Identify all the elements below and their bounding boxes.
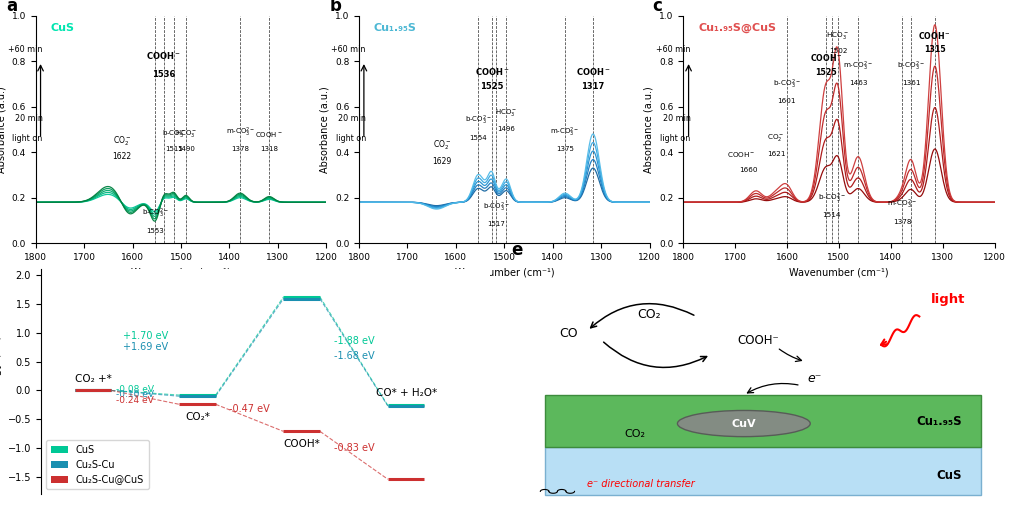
Text: CO₂: CO₂ (624, 429, 645, 439)
Text: CO$_2^-$: CO$_2^-$ (432, 139, 450, 152)
Text: HCO$_3^-$: HCO$_3^-$ (825, 30, 849, 41)
Text: 1629: 1629 (432, 157, 451, 166)
Text: CuV: CuV (731, 418, 755, 428)
Text: CO: CO (558, 327, 577, 339)
FancyBboxPatch shape (544, 395, 980, 447)
Text: -1.88 eV: -1.88 eV (333, 336, 374, 346)
Text: COOH⁻: COOH⁻ (737, 334, 779, 347)
Text: 20 min: 20 min (337, 113, 366, 122)
Text: -0.08 eV: -0.08 eV (116, 384, 154, 394)
X-axis label: Wavenumber (cm⁻¹): Wavenumber (cm⁻¹) (131, 267, 230, 278)
X-axis label: Wavenumber (cm⁻¹): Wavenumber (cm⁻¹) (789, 267, 888, 278)
Text: +60 min: +60 min (655, 46, 690, 54)
Text: m-CO$_3^{2-}$: m-CO$_3^{2-}$ (550, 125, 579, 139)
Text: Cu₁.₉₅S: Cu₁.₉₅S (373, 22, 416, 32)
Text: COOH$^-$: COOH$^-$ (146, 50, 181, 61)
Text: 1514: 1514 (821, 212, 840, 218)
Text: +60 min: +60 min (8, 46, 43, 54)
Text: light: light (929, 293, 964, 306)
Text: m-CO$_3^{2-}$: m-CO$_3^{2-}$ (842, 59, 872, 73)
Text: COOH$^-$: COOH$^-$ (255, 130, 283, 139)
FancyBboxPatch shape (544, 447, 980, 495)
Text: HCO$_3^-$: HCO$_3^-$ (174, 128, 197, 139)
Text: b-CO$_3^{2-}$: b-CO$_3^{2-}$ (771, 77, 800, 91)
Text: 1496: 1496 (497, 126, 515, 132)
Text: b-CO$_3^-$: b-CO$_3^-$ (162, 128, 185, 139)
Text: 1554: 1554 (469, 135, 486, 141)
Text: m-CO$_3^{2-}$: m-CO$_3^{2-}$ (887, 198, 916, 211)
Text: 1502: 1502 (827, 48, 847, 54)
Text: m-CO$_3^{2-}$: m-CO$_3^{2-}$ (225, 125, 255, 139)
Text: 1315: 1315 (923, 46, 945, 54)
Text: Cu₁.₉₅S: Cu₁.₉₅S (915, 415, 961, 428)
Text: -0.83 eV: -0.83 eV (333, 443, 374, 453)
Text: CO₂: CO₂ (637, 308, 660, 321)
Text: light on: light on (335, 134, 366, 143)
Text: COOH$^-$: COOH$^-$ (575, 66, 610, 77)
Text: b: b (330, 0, 341, 15)
Text: 1553: 1553 (147, 228, 164, 234)
Text: light on: light on (659, 134, 690, 143)
Text: 1490: 1490 (176, 146, 195, 152)
Text: COOH$^-$: COOH$^-$ (727, 150, 755, 159)
Text: e⁻: e⁻ (807, 372, 821, 385)
Text: -0.24 eV: -0.24 eV (116, 396, 154, 405)
Text: -1.68 eV: -1.68 eV (333, 351, 374, 361)
Text: +1.70 eV: +1.70 eV (122, 331, 168, 340)
Text: b-CO$_3^{2-}$: b-CO$_3^{2-}$ (465, 114, 491, 127)
Text: -0.10 eV: -0.10 eV (116, 390, 154, 400)
Text: 1378: 1378 (231, 146, 249, 152)
Text: HCO$_3^-$: HCO$_3^-$ (495, 107, 517, 118)
Text: b-CO$_3^{2-}$: b-CO$_3^{2-}$ (896, 59, 924, 73)
Text: b-CO$_3^{2-}$: b-CO$_3^{2-}$ (482, 200, 510, 213)
X-axis label: Wavenumber (cm⁻¹): Wavenumber (cm⁻¹) (454, 267, 553, 278)
Text: b-CO$_3^{2-}$: b-CO$_3^{2-}$ (817, 191, 845, 204)
Text: COOH$^-$: COOH$^-$ (475, 66, 510, 77)
Y-axis label: Absorbance (a.u.): Absorbance (a.u.) (643, 86, 653, 173)
Y-axis label: Free energy (eV): Free energy (eV) (0, 335, 2, 428)
Text: b-CO$_3^{2-}$: b-CO$_3^{2-}$ (142, 207, 169, 221)
Text: CO$_2^-$: CO$_2^-$ (113, 134, 131, 147)
Text: 1621: 1621 (766, 151, 785, 157)
Text: 1536: 1536 (152, 71, 175, 79)
Y-axis label: Absorbance (a.u.): Absorbance (a.u.) (0, 86, 6, 173)
Text: COOH*: COOH* (283, 439, 320, 449)
Text: CO₂*: CO₂* (184, 412, 210, 422)
Text: 1525: 1525 (480, 82, 503, 91)
Text: e⁻ directional transfer: e⁻ directional transfer (587, 479, 694, 489)
Text: +60 min: +60 min (331, 46, 366, 54)
Text: c: c (652, 0, 661, 15)
Text: 1375: 1375 (555, 146, 574, 152)
Y-axis label: Absorbance (a.u.): Absorbance (a.u.) (319, 86, 329, 173)
Text: 1361: 1361 (901, 80, 919, 86)
Text: -0.47 eV: -0.47 eV (229, 404, 270, 414)
Text: 20 min: 20 min (14, 113, 43, 122)
Text: COOH$^-$: COOH$^-$ (917, 30, 951, 41)
Text: CO₂ +*: CO₂ +* (74, 373, 111, 383)
Text: +1.69 eV: +1.69 eV (122, 342, 167, 352)
Text: e: e (511, 241, 523, 258)
Text: 1660: 1660 (739, 167, 757, 173)
Text: 1525: 1525 (814, 68, 836, 77)
Text: 1463: 1463 (848, 80, 866, 86)
Text: 1517: 1517 (487, 221, 504, 228)
Text: 1515: 1515 (165, 146, 182, 152)
Text: 1317: 1317 (581, 82, 604, 91)
Ellipse shape (677, 411, 809, 437)
Text: CO$_2^-$: CO$_2^-$ (766, 132, 785, 143)
Text: COOH$^-$: COOH$^-$ (809, 52, 842, 63)
Text: light on: light on (12, 134, 43, 143)
Legend: CuS, Cu₂S-Cu, Cu₂S-Cu@CuS: CuS, Cu₂S-Cu, Cu₂S-Cu@CuS (46, 440, 149, 490)
Text: Cu₁.₉₅S@CuS: Cu₁.₉₅S@CuS (698, 22, 776, 33)
Text: CO* + H₂O*: CO* + H₂O* (375, 388, 436, 398)
Text: 1622: 1622 (112, 152, 131, 161)
Text: CuS: CuS (50, 22, 74, 32)
Text: 1378: 1378 (892, 219, 911, 225)
Text: 20 min: 20 min (662, 113, 690, 122)
Text: 1601: 1601 (776, 98, 795, 105)
Text: CuS: CuS (935, 470, 961, 482)
Text: 1318: 1318 (260, 146, 278, 152)
Text: a: a (7, 0, 17, 15)
